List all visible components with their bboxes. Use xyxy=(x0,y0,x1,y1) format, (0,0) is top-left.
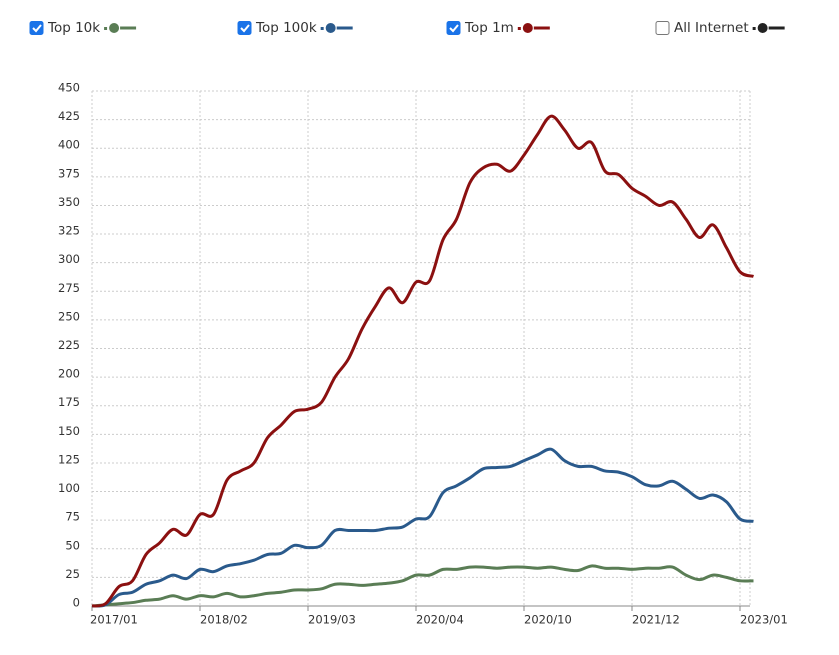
checkbox[interactable] xyxy=(655,21,670,35)
legend-swatch xyxy=(522,23,533,33)
checkmark xyxy=(449,24,459,33)
legend-label: All Internet xyxy=(674,20,749,36)
y-tick-label: 175 xyxy=(58,395,80,409)
y-tick-label: 400 xyxy=(58,138,80,152)
legend-swatch xyxy=(752,27,756,30)
x-tick-label: 2020/10 xyxy=(524,613,572,627)
x-tick-label: 2018/02 xyxy=(200,613,248,627)
y-tick-label: 100 xyxy=(58,481,80,495)
legend-item[interactable]: Top 10k xyxy=(29,20,137,36)
series-line xyxy=(91,114,754,608)
x-tick-label: 2021/12 xyxy=(632,613,680,627)
legend-item[interactable]: Top 100k xyxy=(237,20,353,36)
x-tick-label: 2019/03 xyxy=(308,613,356,627)
x-tick-label: 2023/01 xyxy=(740,613,788,627)
checkbox[interactable] xyxy=(446,21,461,35)
y-tick-label: 375 xyxy=(58,166,80,180)
y-tick-label: 150 xyxy=(58,424,80,438)
checkbox[interactable] xyxy=(237,21,252,35)
y-tick-label: 25 xyxy=(65,567,80,581)
checkbox[interactable] xyxy=(29,21,44,35)
y-tick-label: 225 xyxy=(58,338,80,352)
y-tick-label: 50 xyxy=(65,538,80,552)
legend-swatch xyxy=(757,23,768,33)
y-tick-label: 325 xyxy=(58,224,80,238)
checkmark xyxy=(32,24,42,33)
legend-label: Top 1m xyxy=(464,20,514,36)
x-tick-label: 2017/01 xyxy=(90,613,138,627)
y-tick-label: 350 xyxy=(58,195,80,209)
y-tick-label: 425 xyxy=(58,109,80,123)
legend-item[interactable]: Top 1m xyxy=(446,20,550,36)
series-line xyxy=(91,564,754,608)
x-tick-label: 2020/04 xyxy=(416,613,464,627)
y-tick-label: 300 xyxy=(58,252,80,266)
legend-swatch xyxy=(109,23,120,33)
legend-swatch xyxy=(325,23,336,33)
y-tick-label: 275 xyxy=(58,281,80,295)
legend-label: Top 100k xyxy=(255,20,317,36)
y-tick-label: 125 xyxy=(58,452,80,466)
y-tick-label: 75 xyxy=(65,510,80,524)
y-tick-label: 450 xyxy=(58,81,80,95)
legend-swatch xyxy=(320,27,324,30)
y-tick-label: 0 xyxy=(73,596,80,610)
series-line xyxy=(91,447,754,608)
legend-label: Top 10k xyxy=(47,20,100,36)
legend-swatch xyxy=(517,27,521,30)
y-tick-label: 200 xyxy=(58,367,80,381)
legend-item[interactable]: All Internet xyxy=(655,20,785,36)
legend-swatch xyxy=(104,27,108,30)
y-tick-label: 250 xyxy=(58,309,80,323)
checkmark xyxy=(240,24,250,33)
